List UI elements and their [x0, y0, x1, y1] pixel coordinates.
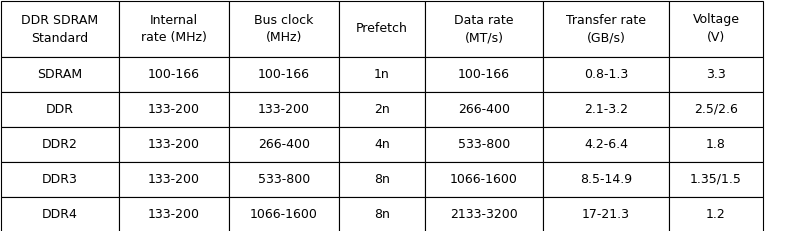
Text: 133-200: 133-200	[258, 103, 310, 116]
Text: SDRAM: SDRAM	[37, 68, 82, 81]
Bar	[543, 57, 669, 92]
Bar	[543, 92, 669, 127]
Text: 8n: 8n	[374, 208, 390, 221]
Text: 133-200: 133-200	[148, 208, 200, 221]
Text: 4.2-6.4: 4.2-6.4	[584, 138, 628, 151]
Text: Transfer rate
(GB/s): Transfer rate (GB/s)	[566, 13, 646, 45]
Bar	[229, 57, 339, 92]
Bar	[543, 162, 669, 197]
Bar	[425, 162, 543, 197]
Bar	[339, 127, 425, 162]
Bar	[669, 162, 763, 197]
Bar	[229, 92, 339, 127]
Text: 1.8: 1.8	[706, 138, 726, 151]
Bar	[543, 1, 669, 57]
Text: 100-166: 100-166	[148, 68, 200, 81]
Bar	[543, 197, 669, 231]
Text: 2.1-3.2: 2.1-3.2	[584, 103, 628, 116]
Bar	[229, 1, 339, 57]
Bar	[1, 57, 119, 92]
Text: 266-400: 266-400	[458, 103, 510, 116]
Text: 533-800: 533-800	[258, 173, 310, 186]
Bar	[339, 57, 425, 92]
Text: 266-400: 266-400	[258, 138, 310, 151]
Text: 3.3: 3.3	[706, 68, 726, 81]
Text: DDR2: DDR2	[42, 138, 78, 151]
Text: 2.5/2.6: 2.5/2.6	[694, 103, 738, 116]
Text: 1.2: 1.2	[706, 208, 726, 221]
Text: DDR3: DDR3	[42, 173, 78, 186]
Text: 0.8-1.3: 0.8-1.3	[584, 68, 628, 81]
Text: 1n: 1n	[374, 68, 390, 81]
Text: Bus clock
(MHz): Bus clock (MHz)	[255, 13, 314, 45]
Text: 1066-1600: 1066-1600	[250, 208, 318, 221]
Bar	[669, 1, 763, 57]
Text: 17-21.3: 17-21.3	[582, 208, 630, 221]
Text: 533-800: 533-800	[458, 138, 510, 151]
Text: DDR4: DDR4	[42, 208, 78, 221]
Bar	[1, 127, 119, 162]
Bar	[339, 162, 425, 197]
Bar	[229, 197, 339, 231]
Bar	[425, 57, 543, 92]
Bar	[119, 127, 229, 162]
Text: 100-166: 100-166	[258, 68, 310, 81]
Text: 8n: 8n	[374, 173, 390, 186]
Text: 133-200: 133-200	[148, 138, 200, 151]
Text: Prefetch: Prefetch	[356, 22, 408, 36]
Bar	[669, 197, 763, 231]
Bar	[1, 1, 119, 57]
Text: 2133-3200: 2133-3200	[450, 208, 518, 221]
Text: 2n: 2n	[374, 103, 390, 116]
Bar	[1, 92, 119, 127]
Bar	[1, 162, 119, 197]
Bar	[669, 127, 763, 162]
Text: 1066-1600: 1066-1600	[450, 173, 518, 186]
Bar	[425, 197, 543, 231]
Bar	[543, 127, 669, 162]
Bar	[119, 92, 229, 127]
Text: 100-166: 100-166	[458, 68, 510, 81]
Bar	[229, 162, 339, 197]
Bar	[119, 162, 229, 197]
Bar	[669, 57, 763, 92]
Bar	[425, 1, 543, 57]
Bar	[119, 57, 229, 92]
Text: 8.5-14.9: 8.5-14.9	[580, 173, 632, 186]
Bar	[339, 197, 425, 231]
Bar	[119, 197, 229, 231]
Text: 4n: 4n	[374, 138, 390, 151]
Bar	[425, 92, 543, 127]
Text: 1.35/1.5: 1.35/1.5	[690, 173, 742, 186]
Text: DDR SDRAM
Standard: DDR SDRAM Standard	[21, 13, 98, 45]
Text: 133-200: 133-200	[148, 173, 200, 186]
Bar	[229, 127, 339, 162]
Bar	[425, 127, 543, 162]
Bar	[119, 1, 229, 57]
Bar	[339, 92, 425, 127]
Text: Data rate
(MT/s): Data rate (MT/s)	[454, 13, 514, 45]
Bar	[1, 197, 119, 231]
Bar	[669, 92, 763, 127]
Text: Voltage
(V): Voltage (V)	[692, 13, 740, 45]
Text: DDR: DDR	[46, 103, 74, 116]
Text: 133-200: 133-200	[148, 103, 200, 116]
Bar	[339, 1, 425, 57]
Text: Internal
rate (MHz): Internal rate (MHz)	[141, 13, 207, 45]
